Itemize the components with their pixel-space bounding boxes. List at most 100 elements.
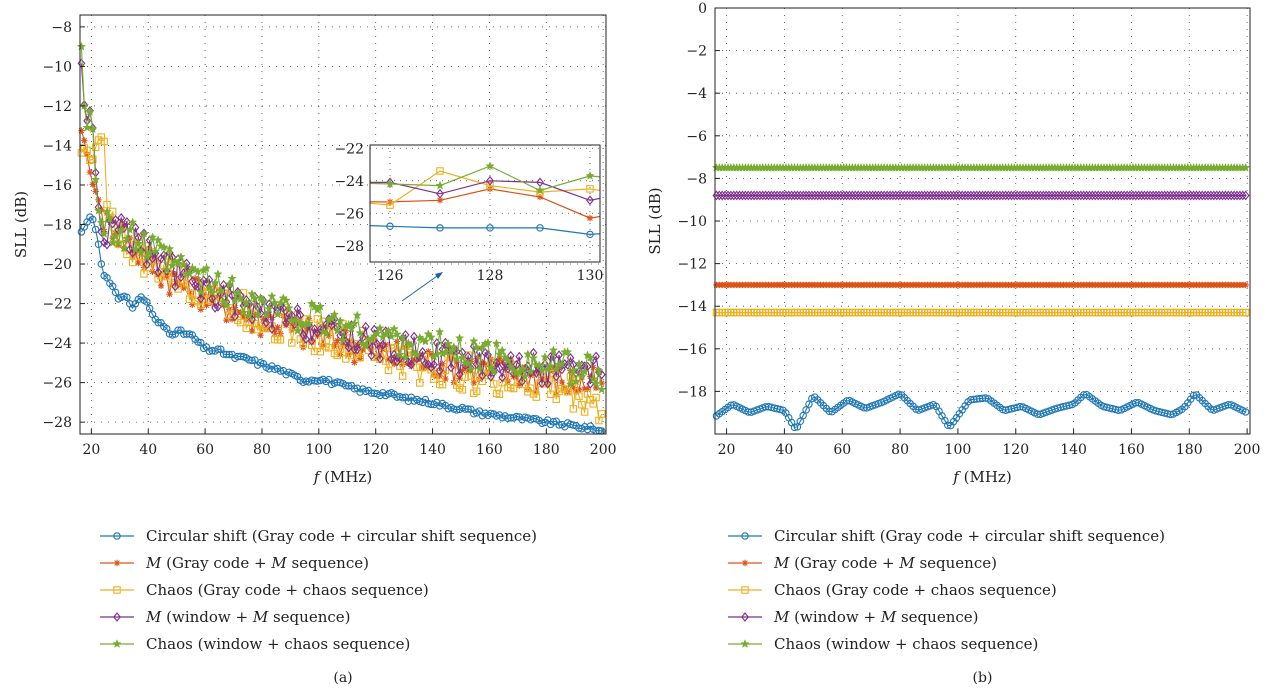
- data-point: [240, 313, 247, 321]
- data-point: [201, 263, 212, 273]
- data-point: [113, 238, 124, 248]
- data-point: [1085, 190, 1094, 201]
- data-point: [1221, 190, 1230, 201]
- data-point: [442, 375, 449, 383]
- data-point: [1030, 190, 1039, 201]
- legend-marker: [113, 586, 121, 594]
- data-point: [489, 380, 498, 388]
- data-point: [1166, 190, 1175, 201]
- data-point: [526, 366, 536, 376]
- data-point: [472, 387, 481, 396]
- data-point: [91, 143, 100, 152]
- legend-marker: [741, 532, 749, 540]
- data-point: [375, 323, 385, 333]
- data-point: [1117, 190, 1126, 201]
- data-point: [776, 405, 784, 414]
- data-point: [169, 270, 176, 277]
- y-tick-label: −14: [42, 138, 72, 154]
- data-point: [233, 287, 243, 297]
- data-point: [1111, 190, 1120, 201]
- data-point: [267, 291, 277, 301]
- data-point: [516, 382, 523, 389]
- x-tick-label: 180: [533, 442, 560, 458]
- data-point: [1241, 162, 1251, 172]
- data-point: [211, 302, 219, 313]
- inset-point: [536, 224, 544, 232]
- data-point: [180, 330, 188, 338]
- data-point: [359, 346, 367, 354]
- y-tick-label: −22: [42, 297, 72, 313]
- y-tick-label: −28: [42, 415, 72, 431]
- panel-label: (b): [973, 670, 993, 686]
- data-point: [509, 384, 518, 393]
- data-point: [162, 265, 172, 274]
- data-point: [231, 311, 239, 322]
- data-point: [83, 151, 91, 158]
- data-point: [729, 190, 738, 201]
- series-3: [712, 308, 1250, 317]
- inset-line: [370, 225, 600, 236]
- data-point: [207, 287, 217, 297]
- data-point: [389, 323, 399, 333]
- data-point: [1126, 190, 1134, 201]
- data-point: [179, 259, 189, 269]
- data-point: [1160, 190, 1169, 201]
- data-point: [549, 418, 558, 426]
- data-point: [147, 232, 158, 242]
- data-point: [191, 275, 199, 282]
- data-point: [755, 190, 764, 201]
- data-point: [310, 347, 319, 356]
- data-point: [459, 367, 466, 374]
- inset-point: [636, 177, 644, 185]
- data-point: [236, 318, 245, 327]
- inset-point: [586, 230, 594, 239]
- data-point: [119, 243, 129, 253]
- data-point: [790, 190, 799, 201]
- data-point: [100, 137, 108, 146]
- data-point: [159, 250, 168, 261]
- data-point: [900, 190, 909, 201]
- data-point: [135, 259, 142, 267]
- data-point: [1241, 408, 1250, 416]
- legend: Circular shift (Gray code + circular shi…: [100, 527, 537, 653]
- data-point: [527, 372, 534, 379]
- data-point: [336, 345, 344, 353]
- data-point: [1233, 190, 1241, 201]
- x-tick-label: 40: [775, 442, 793, 458]
- x-tick-label: 120: [1002, 442, 1029, 458]
- data-point: [538, 378, 546, 389]
- data-point: [342, 381, 350, 390]
- inset-point: [586, 195, 594, 206]
- data-point: [946, 190, 955, 201]
- data-point: [568, 365, 578, 375]
- legend-label: Chaos (Gray code + chaos sequence): [774, 581, 1057, 599]
- data-point: [504, 414, 512, 422]
- data-point: [784, 190, 793, 201]
- data-point: [987, 190, 996, 201]
- data-point: [1163, 410, 1172, 418]
- data-point: [848, 190, 857, 201]
- data-point: [874, 190, 883, 201]
- legend-label: Chaos (window + chaos sequence): [774, 635, 1038, 653]
- inset-point: [386, 201, 394, 209]
- data-point: [932, 190, 941, 201]
- data-point: [738, 190, 747, 201]
- data-point: [304, 318, 314, 328]
- data-point: [140, 264, 148, 271]
- inset-series-1: [370, 222, 600, 239]
- data-point: [194, 338, 202, 346]
- data-point: [944, 421, 952, 430]
- legend-label: Chaos (window + chaos sequence): [146, 635, 410, 653]
- data-point: [831, 190, 839, 201]
- y-tick-label: −8: [686, 171, 707, 187]
- data-point: [1062, 190, 1071, 201]
- data-point: [398, 332, 408, 342]
- data-point: [95, 196, 102, 203]
- data-point: [102, 207, 112, 216]
- data-point: [157, 253, 165, 264]
- data-point: [495, 363, 504, 374]
- data-point: [1152, 190, 1160, 201]
- data-point: [136, 247, 146, 257]
- series-2: [713, 281, 1249, 289]
- data-point: [449, 342, 459, 352]
